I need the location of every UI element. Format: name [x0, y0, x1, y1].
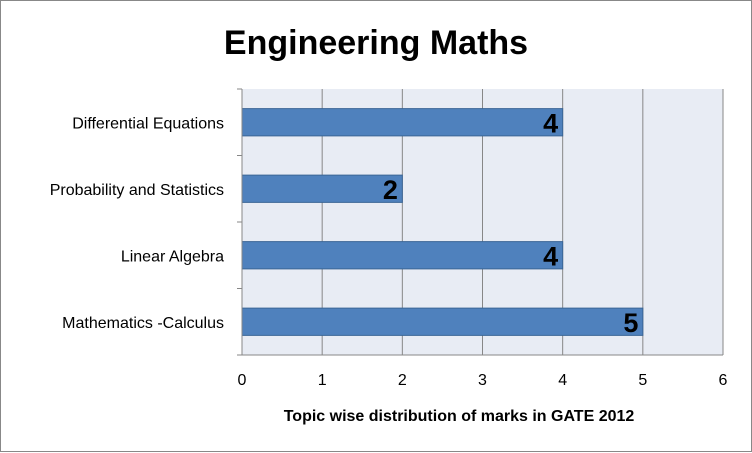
x-tick-label: 0	[238, 372, 247, 389]
chart-title: Engineering Maths	[224, 24, 528, 62]
bar	[241, 307, 644, 336]
category-label: Mathematics -Calculus	[62, 315, 224, 332]
bar	[241, 241, 564, 270]
bar	[241, 108, 564, 137]
category-label: Differential Equations	[72, 115, 224, 132]
category-label: Linear Algebra	[121, 248, 224, 265]
data-label: 4	[543, 241, 558, 271]
x-axis-title: Topic wise distribution of marks in GATE…	[284, 408, 635, 425]
x-axis-tick-labels: 0 1 2 3 4 5 6	[238, 372, 728, 389]
bar	[241, 174, 403, 203]
bars	[241, 108, 644, 336]
category-label: Probability and Statistics	[50, 182, 224, 199]
x-tick-label: 1	[318, 372, 327, 389]
y-axis-ticks	[237, 88, 242, 356]
data-labels: 4 2 4 5	[383, 108, 639, 338]
x-tick-label: 2	[398, 372, 407, 389]
x-tick-label: 6	[719, 372, 728, 389]
data-label: 5	[623, 308, 638, 338]
x-tick-label: 5	[638, 372, 647, 389]
x-tick-label: 3	[478, 372, 487, 389]
x-tick-label: 4	[558, 372, 567, 389]
data-label: 2	[383, 175, 398, 205]
category-labels: Differential Equations Probability and St…	[50, 115, 224, 332]
data-label: 4	[543, 108, 558, 138]
